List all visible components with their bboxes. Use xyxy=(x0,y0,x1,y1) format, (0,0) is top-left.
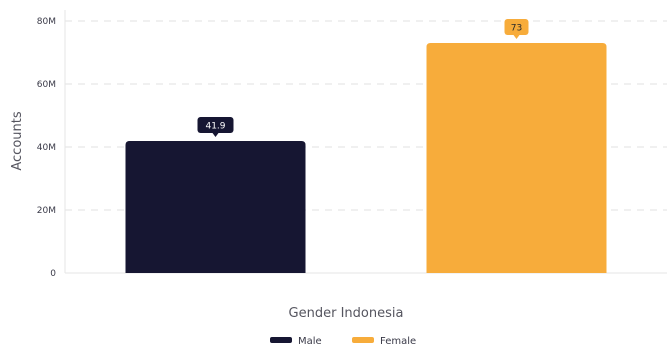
data-label-pointer xyxy=(212,133,219,138)
data-label-callout: 41.9 xyxy=(197,117,234,138)
y-tick-label: 20M xyxy=(37,206,56,216)
legend-swatch xyxy=(352,337,374,343)
data-label: 73 xyxy=(511,24,522,34)
y-tick-label: 80M xyxy=(37,17,56,27)
legend-swatch xyxy=(270,337,292,343)
data-label-callout: 73 xyxy=(504,19,529,40)
y-tick-labels: 0 20M 40M 60M 80M xyxy=(37,17,56,279)
legend-label: Male xyxy=(298,336,322,346)
data-label: 41.9 xyxy=(205,122,225,132)
legend-item-male[interactable]: Male xyxy=(270,336,322,346)
legend-item-female[interactable]: Female xyxy=(352,336,416,346)
bars xyxy=(125,43,607,273)
legend: Male Female xyxy=(270,336,416,346)
data-label-box xyxy=(197,117,234,134)
y-tick-label: 60M xyxy=(37,80,56,90)
bar-male[interactable] xyxy=(125,141,306,273)
y-axis-title: Accounts xyxy=(10,111,25,170)
bar-female[interactable] xyxy=(426,43,607,273)
y-tick-label: 0 xyxy=(50,269,56,279)
data-labels: 41.9 73 xyxy=(197,19,529,138)
y-tick-label: 40M xyxy=(37,143,56,153)
legend-label: Female xyxy=(380,336,416,346)
x-axis-title: Gender Indonesia xyxy=(289,306,404,321)
data-label-box xyxy=(504,19,529,36)
data-label-pointer xyxy=(513,35,520,40)
